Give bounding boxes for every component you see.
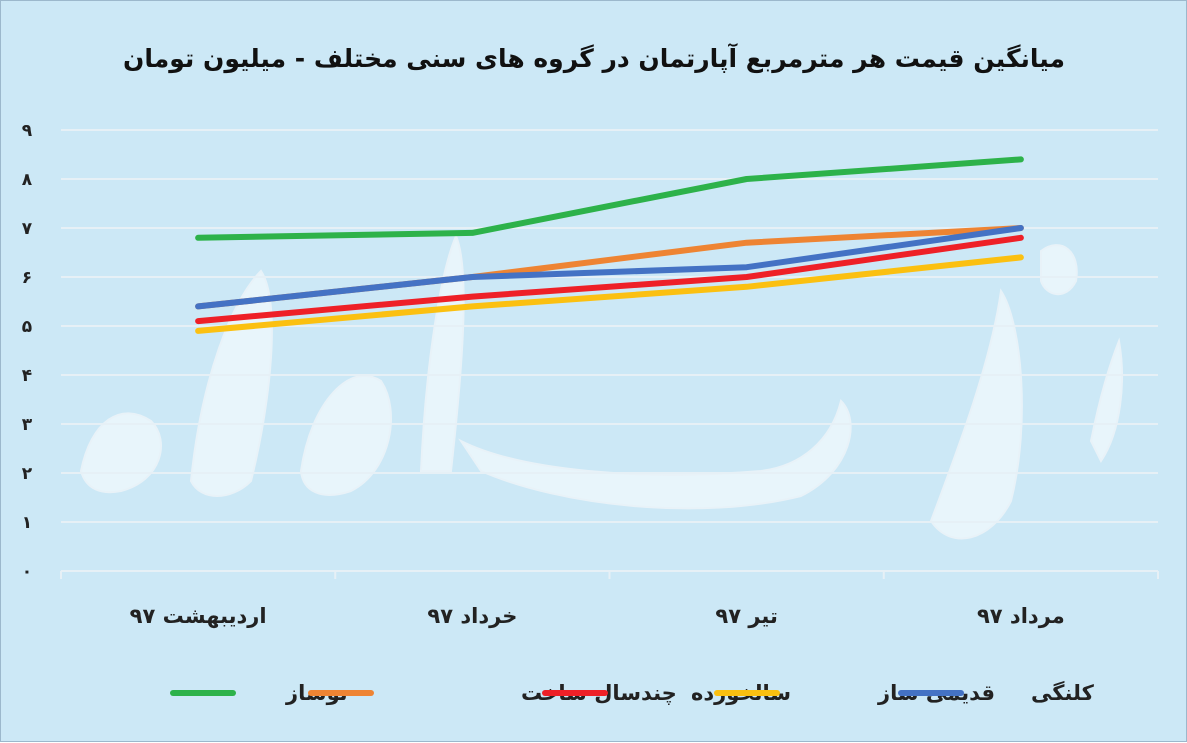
- y-tick-label: ۴: [22, 366, 32, 386]
- x-axis-labels: اردیبهشت ۹۷ خرداد ۹۷ تیر ۹۷ مرداد ۹۷: [130, 604, 1065, 628]
- x-category-label: تیر ۹۷: [715, 604, 777, 628]
- y-tick-label: ۱: [22, 513, 32, 533]
- y-tick-label: ۶: [22, 268, 32, 288]
- y-tick-label: ۹: [22, 121, 33, 141]
- series-line: [195, 225, 1024, 310]
- x-axis: [60, 570, 1159, 579]
- x-category-label: مرداد ۹۷: [977, 604, 1065, 628]
- y-tick-label: ۳: [22, 415, 33, 435]
- series-line: [195, 234, 1024, 325]
- x-category-label: اردیبهشت ۹۷: [130, 604, 267, 628]
- series-line: [195, 156, 1024, 241]
- series-line: [195, 254, 1024, 334]
- y-tick-label: ۵: [22, 317, 32, 337]
- y-tick-label: ۲: [22, 464, 33, 484]
- x-category-label: خرداد ۹۷: [427, 604, 517, 628]
- series-lines: [195, 156, 1024, 334]
- y-tick-label: ۷: [22, 219, 33, 239]
- legend-label: کلنگی: [1031, 680, 1095, 705]
- y-tick-label: ۰: [22, 562, 32, 582]
- y-axis-ticks: ۰ ۱ ۲ ۳ ۴ ۵ ۶ ۷ ۸ ۹: [22, 121, 33, 582]
- chart-title: میانگین قیمت هر مترمربع آپارتمان در گروه…: [123, 43, 1065, 74]
- y-tick-label: ۸: [22, 170, 33, 190]
- watermark-logo: [79, 233, 1123, 540]
